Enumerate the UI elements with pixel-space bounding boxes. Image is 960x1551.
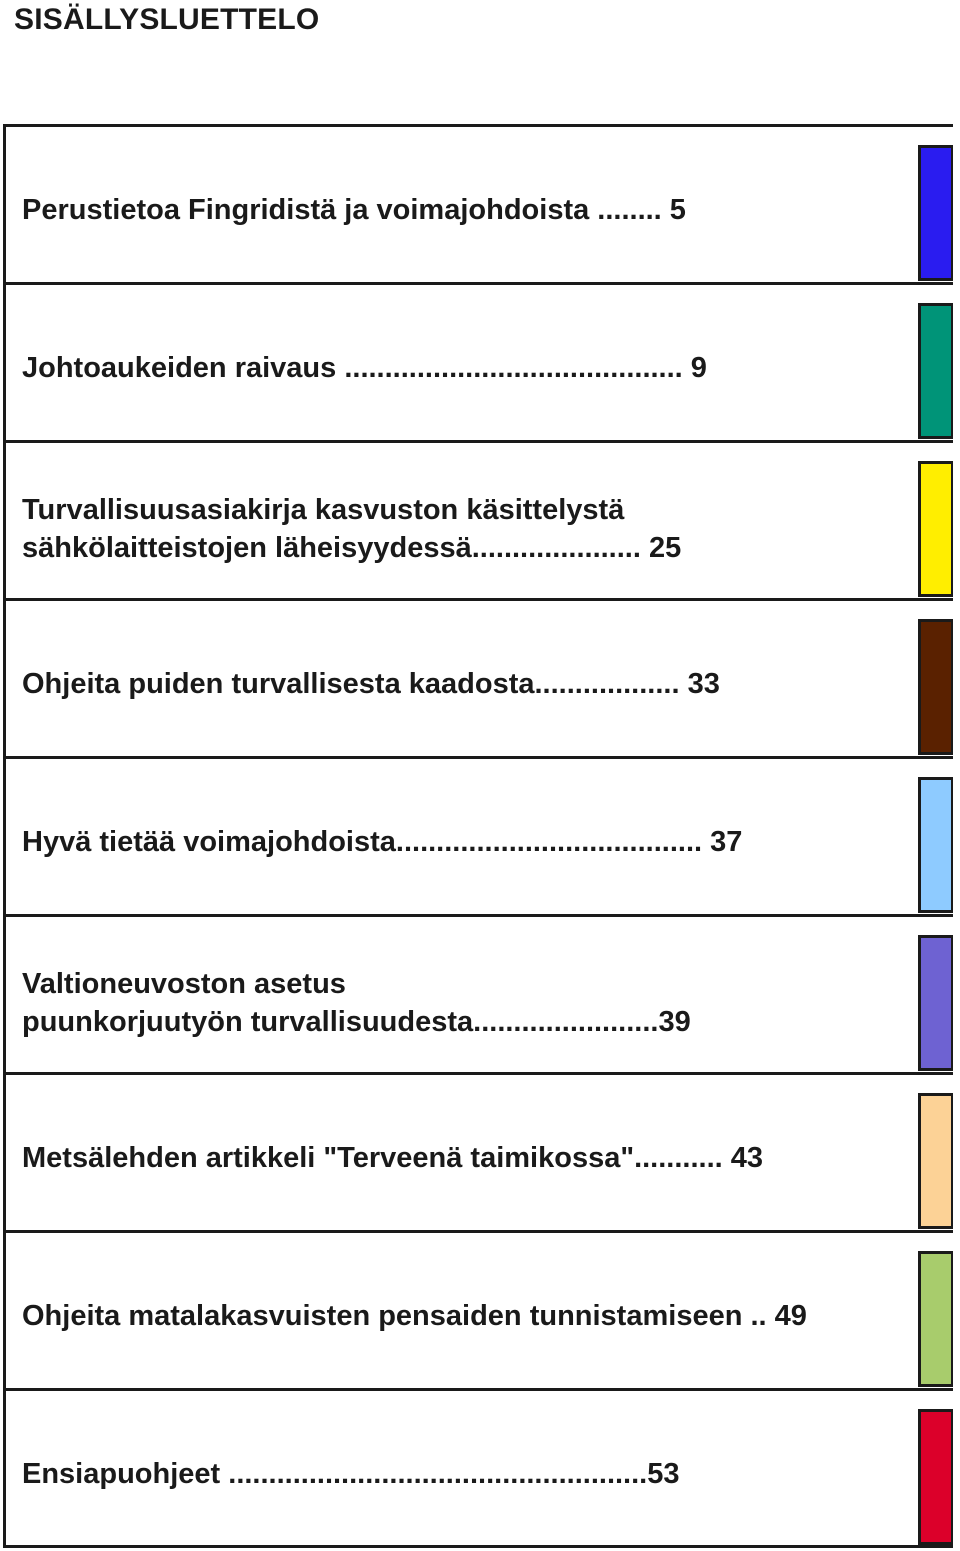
page-title: SISÄLLYSLUETTELO [14, 3, 320, 36]
toc-entry-text: Ohjeita matalakasvuisten pensaiden tunni… [22, 1297, 878, 1335]
toc-entry-line: puunkorjuutyön turvallisuudesta.........… [22, 1006, 691, 1038]
toc-entry-text: Valtioneuvoston asetus puunkorjuutyön tur… [22, 965, 878, 1041]
toc-row-divider [3, 282, 953, 285]
toc-entry-text: Perustietoa Fingridistä ja voimajohdoist… [22, 191, 878, 229]
toc-entry-line: sähkölaitteistojen läheisyydessä........… [22, 532, 682, 564]
toc-row-divider [3, 914, 953, 917]
section-color-tab [918, 1251, 953, 1387]
toc-entry-line: Perustietoa Fingridistä ja voimajohdoist… [22, 194, 686, 226]
toc-entry-line: Ensiapuohjeet ..........................… [22, 1458, 680, 1490]
toc-entry-line: Turvallisuusasiakirja kasvuston käsittel… [22, 494, 625, 526]
section-color-tab [918, 303, 953, 439]
toc-entry[interactable]: Turvallisuusasiakirja kasvuston käsittel… [3, 443, 918, 601]
section-color-tab [918, 145, 953, 281]
toc-entry-line: Valtioneuvoston asetus [22, 968, 346, 1000]
toc-table [3, 124, 953, 1548]
toc-entry-line: Ohjeita puiden turvallisesta kaadosta...… [22, 668, 720, 700]
toc-entry[interactable]: Ensiapuohjeet ..........................… [3, 1391, 918, 1549]
toc-row-divider [3, 1230, 953, 1233]
toc-row-divider [3, 1388, 953, 1391]
section-color-tab [918, 461, 953, 597]
section-color-tab [918, 619, 953, 755]
toc-entry[interactable]: Perustietoa Fingridistä ja voimajohdoist… [3, 127, 918, 285]
section-color-tab [918, 777, 953, 913]
toc-entry-text: Turvallisuusasiakirja kasvuston käsittel… [22, 491, 878, 567]
toc-row-divider [3, 440, 953, 443]
toc-entry[interactable]: Ohjeita puiden turvallisesta kaadosta...… [3, 601, 918, 759]
toc-entry-text: Metsälehden artikkeli "Terveenä taimikos… [22, 1139, 878, 1177]
toc-entry[interactable]: Ohjeita matalakasvuisten pensaiden tunni… [3, 1233, 918, 1391]
toc-entry-text: Johtoaukeiden raivaus ..................… [22, 349, 878, 387]
toc-row-divider [3, 1072, 953, 1075]
toc-row-divider [3, 598, 953, 601]
toc-entry-line: Ohjeita matalakasvuisten pensaiden tunni… [22, 1300, 807, 1332]
toc-entry-text: Ensiapuohjeet ..........................… [22, 1455, 878, 1493]
section-color-tab [918, 1409, 953, 1545]
toc-entry-text: Hyvä tietää voimajohdoista..............… [22, 823, 878, 861]
toc-entry[interactable]: Valtioneuvoston asetus puunkorjuutyön tur… [3, 917, 918, 1075]
toc-row-divider [3, 756, 953, 759]
section-color-tab [918, 935, 953, 1071]
toc-entry[interactable]: Metsälehden artikkeli "Terveenä taimikos… [3, 1075, 918, 1233]
toc-entry[interactable]: Hyvä tietää voimajohdoista..............… [3, 759, 918, 917]
toc-entry-line: Metsälehden artikkeli "Terveenä taimikos… [22, 1142, 764, 1174]
section-color-tab [918, 1093, 953, 1229]
toc-entry[interactable]: Johtoaukeiden raivaus ..................… [3, 285, 918, 443]
toc-entry-text: Ohjeita puiden turvallisesta kaadosta...… [22, 665, 878, 703]
toc-entry-line: Hyvä tietää voimajohdoista..............… [22, 826, 743, 858]
toc-entry-line: Johtoaukeiden raivaus ..................… [22, 352, 707, 384]
toc-top-border-right [926, 124, 953, 127]
